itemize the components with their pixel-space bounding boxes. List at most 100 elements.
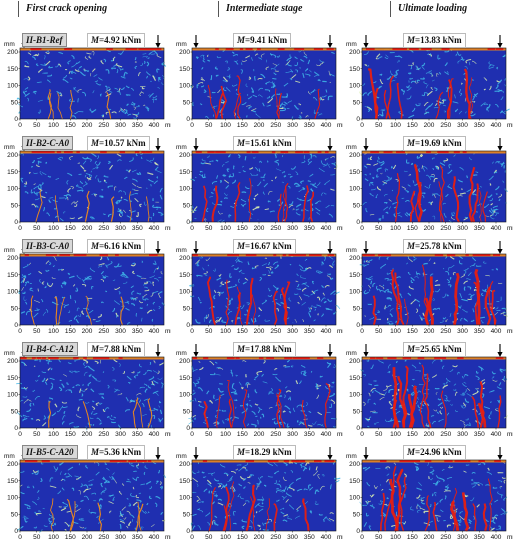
strain-speckle <box>309 486 314 491</box>
strain-speckle <box>133 106 136 110</box>
strain-field <box>20 460 164 531</box>
strain-speckle <box>322 518 325 522</box>
strain-speckle <box>112 496 115 501</box>
strain-speckle <box>78 489 81 495</box>
strain-speckle <box>222 80 228 83</box>
strain-speckle <box>160 271 163 275</box>
strain-speckle <box>431 420 437 425</box>
strain-speckle <box>471 472 476 474</box>
axes-frame <box>361 150 507 223</box>
top-edge-band <box>20 254 164 257</box>
strain-speckle <box>213 478 220 482</box>
strain-speckle <box>73 425 80 428</box>
strain-speckle <box>50 516 55 521</box>
strain-speckle <box>230 369 233 375</box>
strain-speckle <box>148 50 154 55</box>
strain-speckle <box>460 92 462 97</box>
strain-speckle <box>25 191 29 194</box>
strain-speckle <box>495 528 500 530</box>
strain-speckle <box>113 416 116 419</box>
strain-speckle <box>390 419 395 422</box>
strain-speckle <box>366 359 370 362</box>
strain-speckle <box>157 292 161 299</box>
strain-speckle <box>69 156 73 160</box>
crack-trace <box>374 87 379 120</box>
strain-speckle <box>36 307 40 310</box>
strain-speckle <box>438 477 445 482</box>
top-edge-crack <box>426 48 432 50</box>
strain-speckle <box>33 191 38 195</box>
x-tick-label: 200 <box>82 534 93 541</box>
strain-speckle <box>308 484 312 489</box>
strain-speckle <box>106 416 110 419</box>
top-edge-crack <box>246 151 251 153</box>
strain-speckle <box>418 498 423 502</box>
strain-speckle <box>24 92 30 97</box>
strain-speckle <box>140 277 147 279</box>
strain-speckle <box>263 484 267 487</box>
y-tick-label: 50 <box>353 99 361 106</box>
strain-speckle <box>50 367 53 371</box>
strain-speckle <box>107 384 110 389</box>
strain-speckle <box>238 467 243 472</box>
strain-speckle <box>252 94 258 98</box>
crack-trace <box>384 465 397 532</box>
strain-speckle <box>430 201 434 206</box>
strain-speckle <box>40 477 43 482</box>
strain-speckle <box>144 298 149 301</box>
strain-speckle <box>83 362 86 366</box>
strain-speckle <box>378 503 380 505</box>
strain-speckle <box>490 527 496 532</box>
arrow-down-icon <box>155 447 161 460</box>
strain-speckle <box>153 380 159 384</box>
strain-speckle <box>131 169 137 173</box>
strain-speckle <box>36 490 40 493</box>
strain-speckle <box>77 313 81 317</box>
y-unit-label: mm <box>346 350 357 357</box>
strain-speckle <box>460 420 465 424</box>
top-edge-band <box>20 48 164 51</box>
strain-speckle <box>128 503 132 507</box>
strain-speckle <box>263 359 266 364</box>
strain-speckle <box>143 284 147 286</box>
strain-speckle <box>231 51 235 54</box>
strain-speckle <box>296 203 302 208</box>
strain-speckle <box>156 208 159 210</box>
arrow-down-icon <box>497 138 503 151</box>
strain-speckle <box>385 466 391 469</box>
strain-speckle <box>466 188 472 192</box>
strain-speckle <box>18 484 23 488</box>
strain-speckle <box>365 207 368 213</box>
crack-trace <box>396 82 403 120</box>
x-tick-label: 300 <box>457 225 468 232</box>
top-edge-crack <box>292 357 302 359</box>
strain-speckle <box>250 173 253 177</box>
arrow-down-icon <box>363 138 369 151</box>
strain-speckle <box>22 291 26 294</box>
strain-speckle <box>491 371 496 375</box>
strain-speckle <box>245 83 248 88</box>
strain-speckle <box>215 159 219 162</box>
strain-speckle <box>226 474 229 477</box>
strain-speckle <box>143 60 146 65</box>
strain-speckle <box>290 166 297 170</box>
strain-speckle <box>301 160 306 164</box>
strain-speckle <box>118 363 121 368</box>
strain-speckle <box>385 54 389 58</box>
strain-speckle <box>363 51 369 55</box>
strain-speckle <box>252 110 257 113</box>
y-tick-label: 200 <box>179 152 190 159</box>
top-edge-crack <box>105 357 110 359</box>
x-tick-label: 250 <box>440 534 451 541</box>
strain-speckle <box>307 180 311 182</box>
strain-speckle <box>19 399 24 403</box>
strain-speckle <box>492 209 499 214</box>
strain-speckle <box>427 53 430 55</box>
strain-speckle <box>89 216 95 220</box>
strain-speckle <box>45 260 50 265</box>
strain-speckle <box>462 383 467 387</box>
strain-speckle <box>287 185 291 189</box>
strain-speckle <box>199 103 203 106</box>
strain-speckle <box>84 175 87 178</box>
crack-trace <box>201 185 208 223</box>
